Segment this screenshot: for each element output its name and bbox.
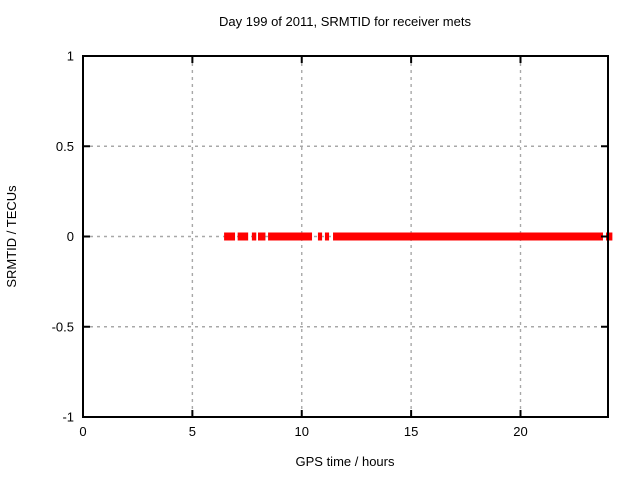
data-segment <box>251 232 257 241</box>
chart-title: Day 199 of 2011, SRMTID for receiver met… <box>219 14 471 29</box>
plot-frame <box>82 55 609 418</box>
data-series <box>224 232 613 241</box>
x-tick-label: 5 <box>189 424 196 439</box>
data-segment <box>237 232 249 241</box>
data-segment <box>224 232 236 241</box>
y-tick-label: 0.5 <box>56 139 74 154</box>
y-tick-label: -0.5 <box>52 319 74 334</box>
data-segment <box>268 232 313 241</box>
y-axis-label: SRMTID / TECUs <box>4 185 19 288</box>
y-tick-label: 0 <box>67 229 74 244</box>
y-tick-label: 1 <box>67 49 74 64</box>
x-tick-label: 0 <box>79 424 86 439</box>
data-segment <box>317 232 323 241</box>
data-segment <box>258 232 266 241</box>
data-segment <box>333 232 603 241</box>
data-segment <box>324 232 330 241</box>
tick-labels: 0 5 10 15 20 -1 -0.5 0 0.5 1 <box>52 49 528 440</box>
x-tick-label: 20 <box>513 424 527 439</box>
x-axis-label: GPS time / hours <box>296 454 395 469</box>
data-segment <box>606 232 613 241</box>
x-tick-label: 15 <box>404 424 418 439</box>
x-tick-label: 10 <box>295 424 309 439</box>
y-tick-label: -1 <box>62 410 74 425</box>
